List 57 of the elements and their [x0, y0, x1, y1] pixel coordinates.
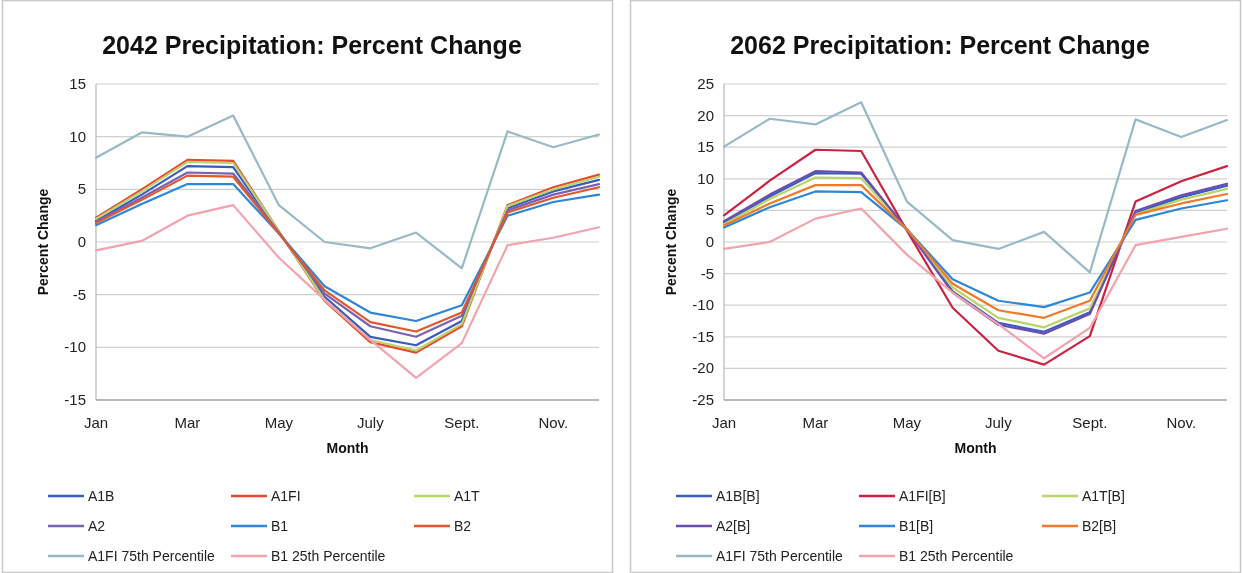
x-axis-title: Month — [326, 440, 369, 456]
y-tick-label: -15 — [692, 327, 714, 345]
legend-label: B1 — [271, 518, 289, 534]
y-tick-label: 10 — [69, 127, 86, 145]
legend-label: A1FI 75th Percentile — [716, 548, 844, 564]
legend-label: A1FI[B] — [899, 488, 946, 504]
x-tick-label: Nov. — [538, 414, 569, 431]
x-tick-label: Mar — [174, 414, 201, 431]
line-series — [722, 101, 1229, 274]
legend-label: B1[B] — [899, 518, 934, 534]
legend-label: A1B[B] — [716, 488, 760, 504]
x-tick-label: Sept. — [444, 414, 480, 431]
legend-label: B2 — [454, 518, 472, 534]
y-axis-title: Percent Change — [663, 188, 679, 296]
y-tick-label: 15 — [69, 75, 86, 92]
line-series — [94, 114, 601, 270]
x-tick-label: Nov. — [1166, 414, 1197, 431]
x-tick-label: Mar — [802, 414, 829, 431]
legend-label: A1FI — [271, 488, 301, 504]
y-tick-label: -10 — [64, 338, 86, 356]
x-tick-label: Jan — [83, 414, 109, 431]
legend-label: B1 25th Percentile — [271, 548, 386, 564]
y-tick-label: 15 — [697, 138, 714, 156]
legend-label: B1 25th Percentile — [899, 548, 1014, 564]
y-tick-label: -20 — [692, 359, 714, 377]
legend-label: A1B — [88, 488, 115, 504]
x-tick-label: May — [264, 414, 294, 431]
y-tick-label: 20 — [697, 106, 714, 124]
y-axis-title: Percent Change — [35, 188, 51, 296]
x-tick-label: July — [985, 414, 1013, 431]
y-tick-label: -5 — [72, 285, 86, 303]
legend-label: A1FI 75th Percentile — [88, 548, 216, 564]
x-axis-title: Month — [954, 440, 997, 456]
legend-label: A1T — [454, 488, 481, 504]
legend-label: A2[B] — [716, 518, 751, 534]
y-tick-label: 5 — [77, 180, 86, 198]
x-tick-label: Sept. — [1072, 414, 1108, 431]
y-tick-label: -15 — [64, 391, 86, 408]
line-series — [722, 148, 1229, 366]
chart-title: 2062 Precipitation: Percent Change — [730, 31, 1150, 59]
y-tick-label: -5 — [700, 264, 714, 282]
x-tick-label: Jan — [711, 414, 737, 431]
y-tick-label: 5 — [705, 201, 714, 219]
y-tick-label: -25 — [692, 391, 714, 408]
line-series — [94, 204, 601, 379]
legend-label: A2 — [88, 518, 106, 534]
x-tick-label: July — [357, 414, 385, 431]
chart-title: 2042 Precipitation: Percent Change — [102, 31, 522, 59]
legend-label: B2[B] — [1082, 518, 1117, 534]
y-tick-label: 0 — [705, 233, 714, 250]
y-tick-label: 10 — [697, 169, 714, 187]
legend-label: A1T[B] — [1082, 488, 1125, 504]
y-tick-label: 25 — [697, 75, 714, 92]
x-tick-label: May — [892, 414, 922, 431]
y-tick-label: -10 — [692, 296, 714, 314]
y-tick-label: 0 — [77, 233, 86, 250]
line-series — [722, 207, 1229, 360]
